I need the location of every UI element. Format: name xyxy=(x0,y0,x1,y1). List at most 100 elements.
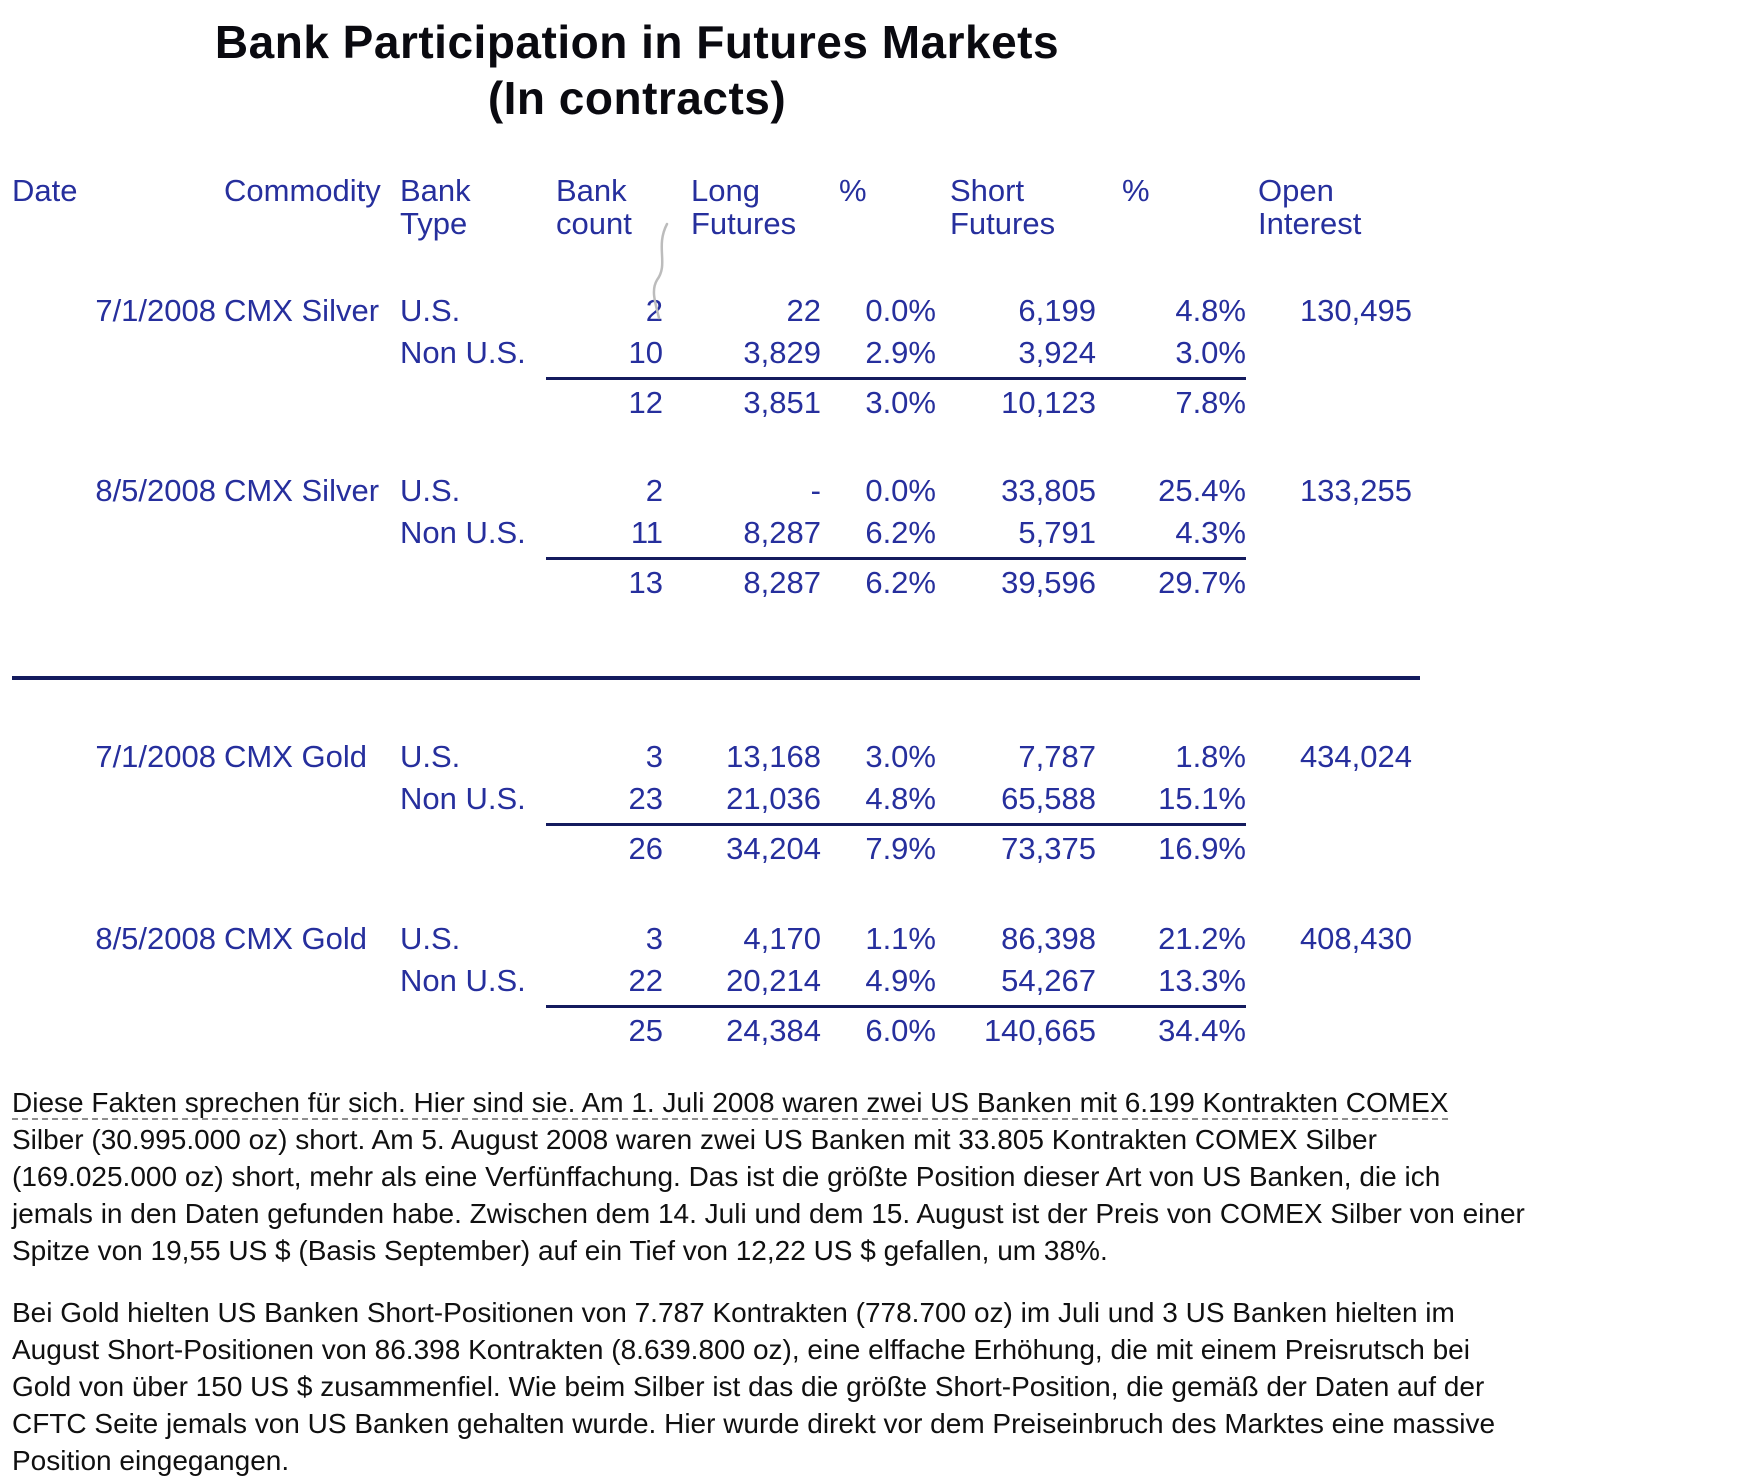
long-futures-cell: 20,214 xyxy=(726,963,821,998)
table-row: Non U.S. 23 21,036 4.8% 65,588 15.1% xyxy=(12,778,1759,820)
paragraph-line: jemals in den Daten gefunden habe. Zwisc… xyxy=(12,1198,1525,1229)
short-pct-cell: 34.4% xyxy=(1158,1013,1246,1048)
short-pct-cell: 21.2% xyxy=(1158,921,1246,956)
header-line: Futures xyxy=(950,206,1056,241)
column-header-open-interest: Open Interest xyxy=(1246,174,1412,240)
commodity-cell: CMX Gold xyxy=(224,739,367,774)
short-pct-cell: 29.7% xyxy=(1158,565,1246,600)
paragraph-line: Silber (30.995.000 oz) short. Am 5. Augu… xyxy=(12,1124,1377,1155)
short-futures-cell: 3,924 xyxy=(1018,335,1096,370)
long-pct-cell: 6.2% xyxy=(865,565,936,600)
short-pct-cell: 25.4% xyxy=(1158,473,1246,508)
long-pct-cell: 1.1% xyxy=(865,921,936,956)
open-interest-cell xyxy=(1246,778,1412,820)
table-row: 7/1/2008 CMX Silver U.S. 2 22 0.0% 6,199… xyxy=(12,290,1759,332)
bank-type-cell xyxy=(396,1010,546,1052)
long-futures-cell: 21,036 xyxy=(726,781,821,816)
long-futures-cell: 13,168 xyxy=(726,739,821,774)
header-line: Date xyxy=(12,173,78,208)
long-futures-cell: 4,170 xyxy=(743,921,821,956)
bank-count-cell: 26 xyxy=(628,831,663,866)
bank-count-cell: 2 xyxy=(645,473,663,508)
column-header-long-futures: Long Futures xyxy=(663,174,821,240)
commodity-cell xyxy=(216,828,396,870)
title-line-2: (In contracts) xyxy=(487,72,787,124)
short-futures-cell: 73,375 xyxy=(1001,831,1096,866)
commodity-cell xyxy=(216,960,396,1002)
long-pct-cell: 7.9% xyxy=(865,831,936,866)
paragraph-line: CFTC Seite jemals von US Banken gehalten… xyxy=(12,1408,1496,1439)
long-futures-cell: - xyxy=(810,473,821,508)
date-cell xyxy=(12,1010,216,1052)
commentary-paragraph-gold: Bei Gold hielten US Banken Short-Positio… xyxy=(12,1294,1759,1479)
open-interest-cell: 130,495 xyxy=(1299,293,1412,328)
long-pct-cell: 6.2% xyxy=(865,515,936,550)
paragraph-line: Gold von über 150 US $ zusammenfiel. Wie… xyxy=(12,1371,1485,1402)
column-header-short-pct: % xyxy=(1096,174,1246,240)
long-pct-cell: 0.0% xyxy=(865,293,936,328)
table-row: Non U.S. 22 20,214 4.9% 54,267 13.3% xyxy=(12,960,1759,1002)
table-row: Non U.S. 10 3,829 2.9% 3,924 3.0% xyxy=(12,332,1759,374)
long-pct-cell: 0.0% xyxy=(865,473,936,508)
open-interest-cell xyxy=(1246,332,1412,374)
long-futures-cell: 3,851 xyxy=(743,385,821,420)
short-futures-cell: 140,665 xyxy=(983,1013,1096,1048)
bank-type-cell xyxy=(396,828,546,870)
date-cell: 8/5/2008 xyxy=(95,921,216,956)
bank-type-cell: Non U.S. xyxy=(400,781,526,816)
paragraph-line: Spitze von 19,55 US $ (Basis September) … xyxy=(12,1235,1108,1266)
long-pct-cell: 4.8% xyxy=(865,781,936,816)
date-cell: 7/1/2008 xyxy=(95,739,216,774)
date-cell xyxy=(12,960,216,1002)
table-total-row: 12 3,851 3.0% 10,123 7.8% xyxy=(12,382,1759,424)
bank-count-cell: 13 xyxy=(628,565,663,600)
short-futures-cell: 54,267 xyxy=(1001,963,1096,998)
long-futures-cell: 8,287 xyxy=(743,565,821,600)
table-row: 7/1/2008 CMX Gold U.S. 3 13,168 3.0% 7,7… xyxy=(12,736,1759,778)
bank-type-cell xyxy=(396,382,546,424)
short-futures-cell: 5,791 xyxy=(1018,515,1096,550)
short-futures-cell: 10,123 xyxy=(1001,385,1096,420)
header-line: Futures xyxy=(691,206,797,241)
header-line: Interest xyxy=(1258,206,1362,241)
table-total-row: 25 24,384 6.0% 140,665 34.4% xyxy=(12,1010,1759,1052)
column-header-bank-count: Bank count xyxy=(546,174,663,240)
commodity-cell xyxy=(216,1010,396,1052)
date-cell xyxy=(12,828,216,870)
commodity-cell: CMX Silver xyxy=(224,473,380,508)
short-futures-cell: 6,199 xyxy=(1018,293,1096,328)
column-header-long-pct: % xyxy=(821,174,936,240)
table-total-row: 13 8,287 6.2% 39,596 29.7% xyxy=(12,562,1759,604)
open-interest-cell: 133,255 xyxy=(1299,473,1412,508)
open-interest-cell xyxy=(1246,512,1412,554)
subtotal-rule xyxy=(546,377,1246,380)
bank-type-cell: Non U.S. xyxy=(400,963,526,998)
subtotal-rule xyxy=(546,1005,1246,1008)
bank-type-cell: U.S. xyxy=(400,921,461,956)
column-header-date: Date xyxy=(12,174,216,240)
header-line: Commodity xyxy=(224,173,381,208)
date-cell: 7/1/2008 xyxy=(95,293,216,328)
short-futures-cell: 65,588 xyxy=(1001,781,1096,816)
open-interest-cell: 408,430 xyxy=(1299,921,1412,956)
commodity-cell xyxy=(216,382,396,424)
bank-count-cell: 12 xyxy=(628,385,663,420)
date-cell xyxy=(12,562,216,604)
bank-count-cell: 3 xyxy=(645,739,663,774)
commodity-cell xyxy=(216,332,396,374)
commodity-cell: CMX Silver xyxy=(224,293,380,328)
short-futures-cell: 39,596 xyxy=(1001,565,1096,600)
commodity-cell: CMX Gold xyxy=(224,921,367,956)
bank-type-cell: U.S. xyxy=(400,293,461,328)
paragraph-line: Position eingegangen. xyxy=(12,1445,290,1476)
short-futures-cell: 86,398 xyxy=(1001,921,1096,956)
short-pct-cell: 4.3% xyxy=(1175,515,1246,550)
bank-count-cell: 23 xyxy=(628,781,663,816)
long-pct-cell: 2.9% xyxy=(865,335,936,370)
table-block: 7/1/2008 CMX Gold U.S. 3 13,168 3.0% 7,7… xyxy=(12,736,1759,870)
header-line: Type xyxy=(400,206,468,241)
commodity-cell xyxy=(216,562,396,604)
long-pct-cell: 4.9% xyxy=(865,963,936,998)
bank-type-cell: U.S. xyxy=(400,739,461,774)
